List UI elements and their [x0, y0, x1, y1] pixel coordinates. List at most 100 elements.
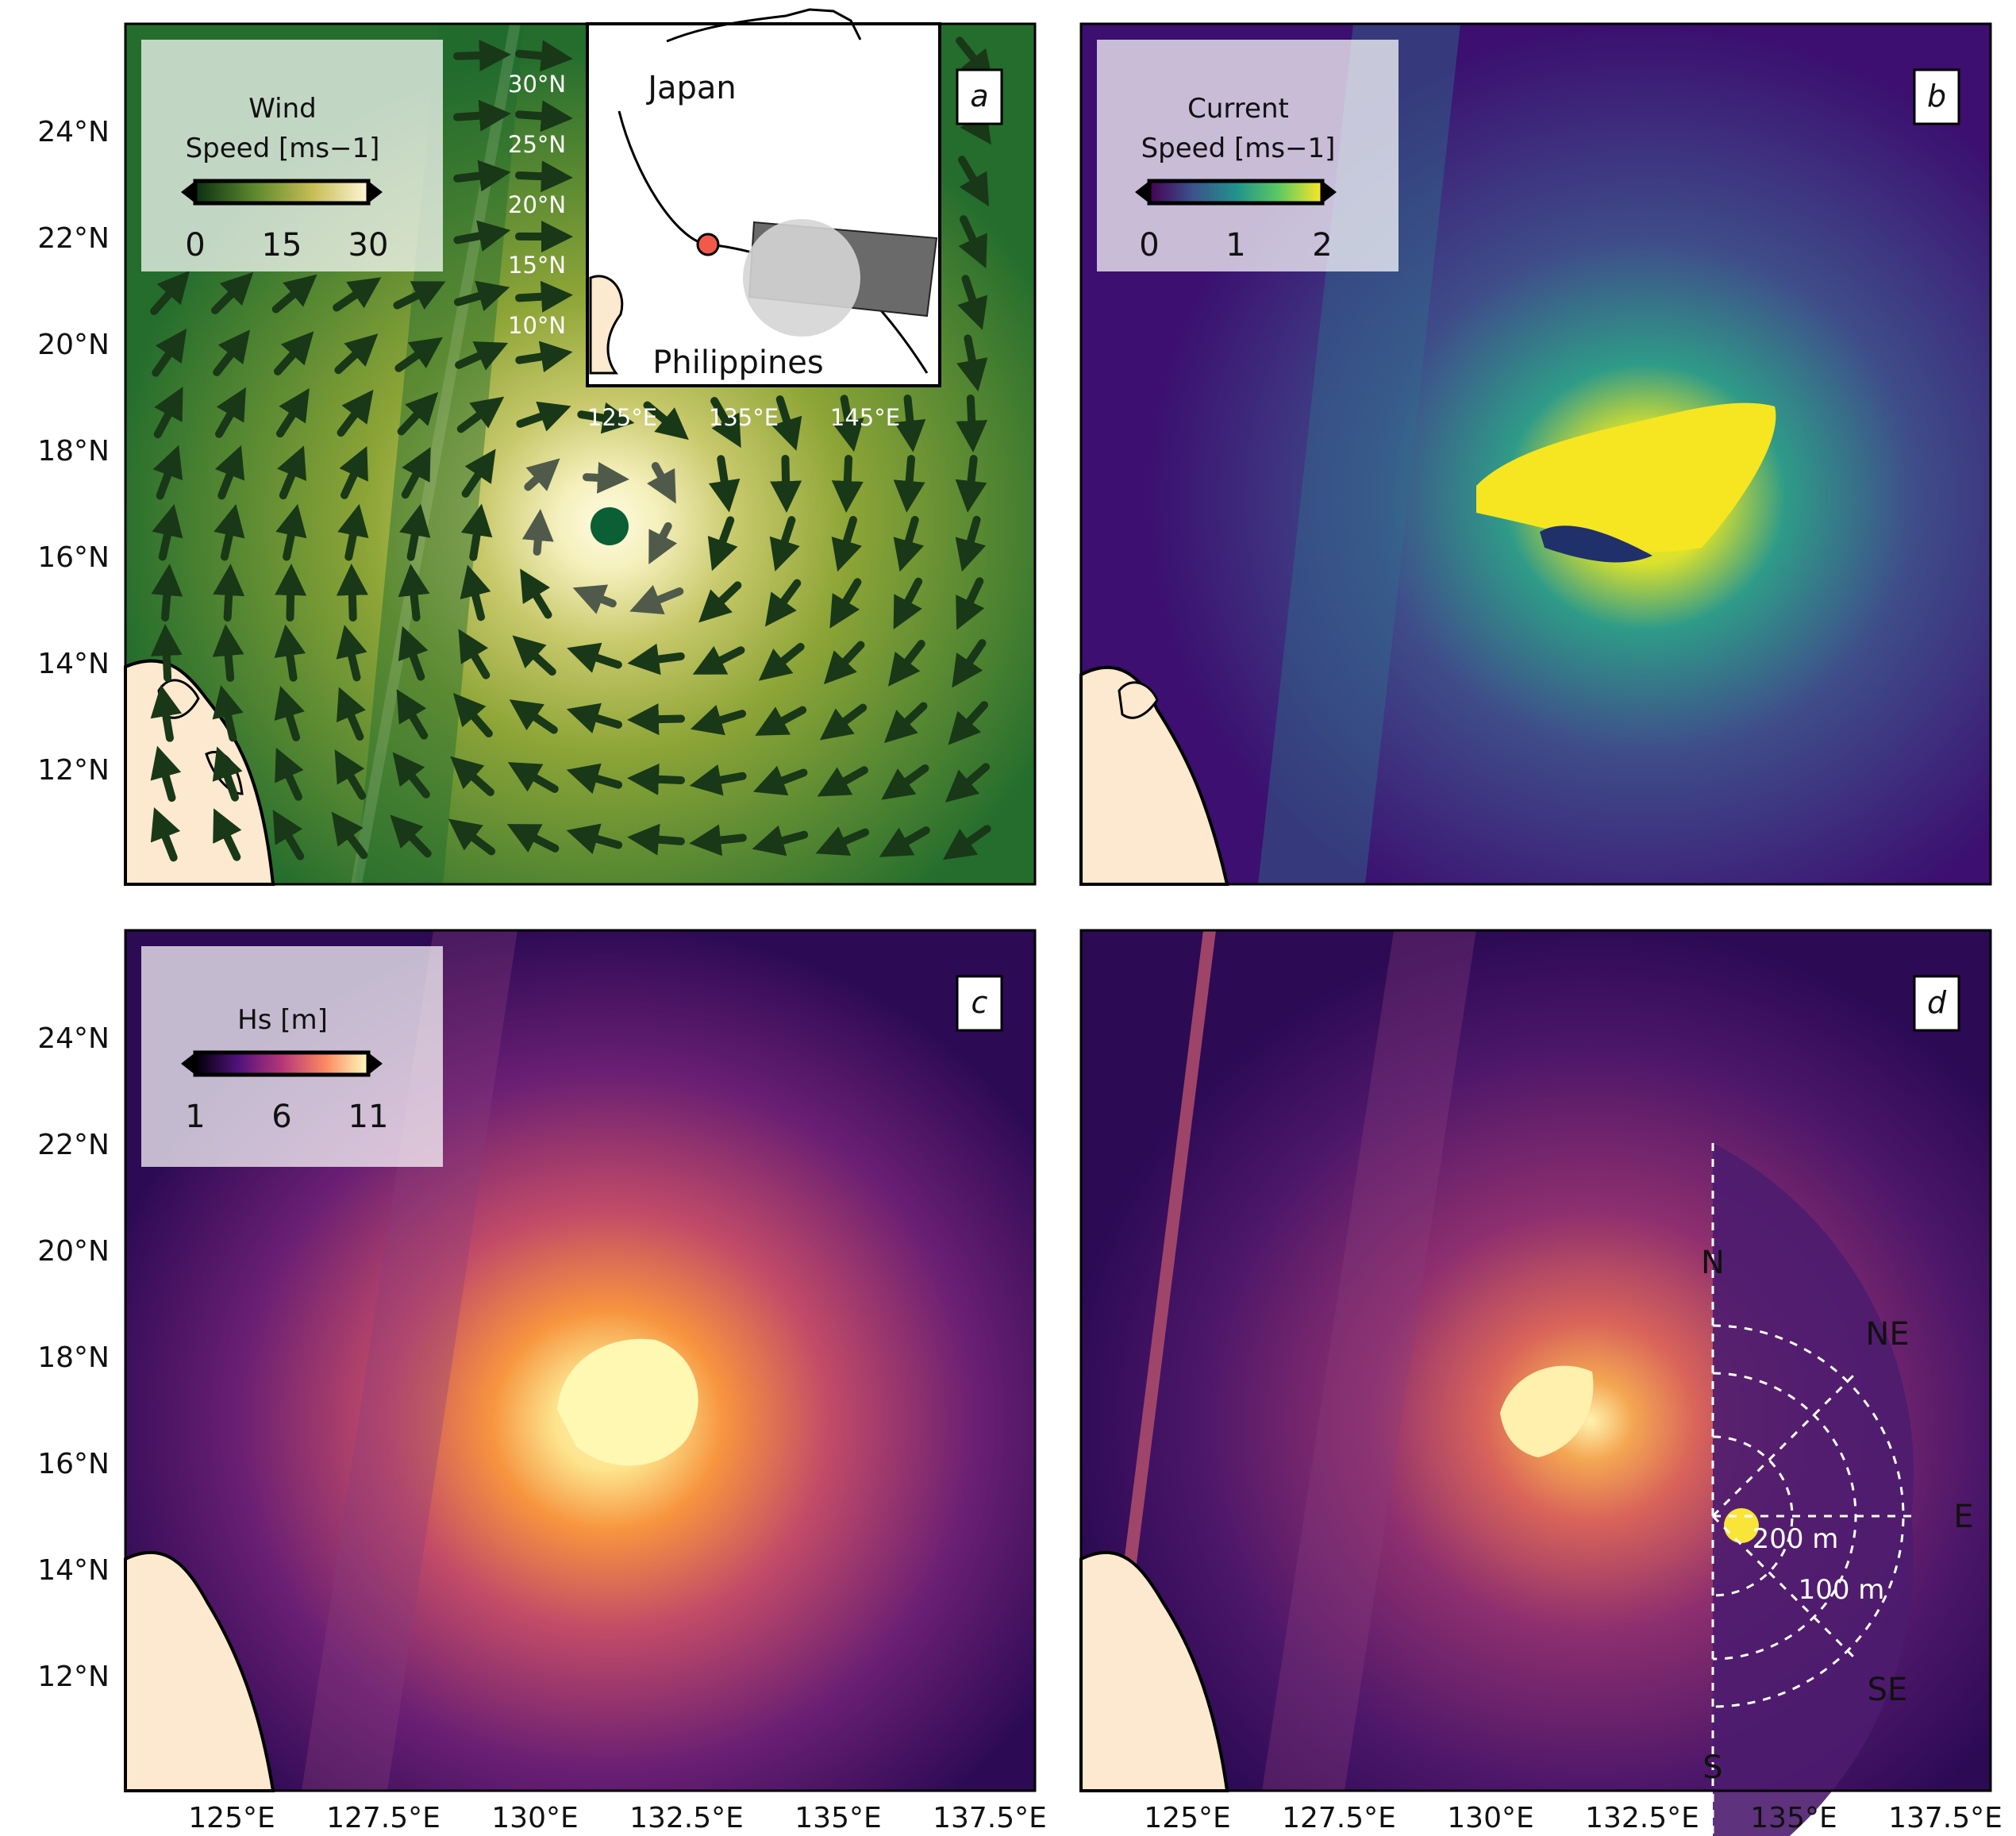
bottom-row-lat-labels: 24°N 22°N 20°N 18°N 16°N 14°N 12°N: [37, 1022, 110, 1693]
legend-title-line-2: Speed [ms−1]: [186, 133, 380, 164]
wind-arrow: [952, 639, 987, 688]
wind-arrow: [515, 100, 573, 133]
inset-philippines: [589, 275, 624, 375]
wind-arrow: [275, 503, 307, 561]
wind-arrow: [627, 643, 685, 676]
wind-arrow: [957, 156, 990, 207]
wind-arrow: [277, 445, 306, 500]
panel-letter-box: [1913, 975, 1960, 1032]
wind-arrow: [453, 160, 511, 192]
wind-arrow: [707, 516, 738, 572]
wind-arrow: [212, 685, 244, 742]
wind-arrow: [769, 516, 800, 572]
wind-arrow: [214, 445, 245, 500]
wind-arrow: [274, 624, 306, 682]
wind-arrow: [150, 271, 190, 315]
wind-arrow: [337, 389, 374, 437]
wind-arrow: [627, 763, 685, 795]
lat-label-12n: 12°N: [37, 1661, 110, 1693]
panel-a: Wind Speed [ms−1] 0 15 30 30°N 25°N 20°N…: [124, 8, 1037, 886]
wind-arrow: [453, 220, 511, 252]
hs-colorbar: [193, 1050, 371, 1077]
philippines-land: [1079, 665, 1229, 886]
lat-label-18n: 18°N: [37, 435, 110, 468]
wind-arrow: [452, 692, 493, 738]
wind-arrow: [831, 516, 862, 572]
wind-arrow: [214, 504, 245, 561]
wind-arrow: [213, 808, 242, 861]
wind-arrow: [956, 334, 988, 392]
lon-label-130e: 130°E: [1447, 1802, 1533, 1834]
wind-arrow: [831, 455, 864, 513]
lon-labels-c: 125°E 127.5°E 130°E 132.5°E 135°E 137.5°…: [188, 1802, 1047, 1834]
wind-arrow: [393, 281, 446, 310]
legend-tick-2: 30: [348, 227, 389, 264]
wind-arrow: [945, 763, 991, 803]
wind-arrow: [461, 448, 496, 498]
inset-lat-label-3: 20°N: [508, 191, 566, 218]
lon-label-130e: 130°E: [491, 1802, 578, 1834]
panel-d: N NE E SE S 200 m 100 m d: [1079, 929, 1992, 1836]
wind-arrow: [887, 640, 925, 687]
wind-arrow: [275, 388, 310, 438]
lon-label-125e: 125°E: [188, 1802, 275, 1834]
lon-label-137-5e: 137.5°E: [1888, 1802, 2003, 1834]
lon-label-127-5e: 127.5°E: [326, 1802, 441, 1834]
lat-label-22n: 22°N: [37, 222, 110, 255]
polar-label-ne: NE: [1865, 1316, 1909, 1353]
colorbar-left-extender: [1135, 181, 1149, 203]
wind-arrow: [764, 579, 802, 627]
wind-arrow: [396, 689, 429, 740]
wind-arrow: [708, 455, 741, 513]
wind-arrow: [817, 766, 868, 797]
wind-arrow: [150, 684, 183, 742]
wind-arrow: [647, 462, 676, 504]
wind-arrow: [710, 397, 741, 448]
legend-tick-0: 1: [185, 1099, 205, 1135]
wind-arrow: [524, 458, 560, 491]
wind-arrow: [333, 277, 382, 312]
wind-arrow: [627, 703, 685, 736]
wind-arrow: [448, 818, 496, 856]
wind-arrow: [942, 825, 991, 860]
legend-tick-2: 2: [1312, 227, 1332, 264]
legend-panel: [141, 40, 443, 271]
polar-label-n: N: [1701, 1245, 1725, 1281]
lat-label-20n: 20°N: [37, 1235, 110, 1268]
wind-arrow: [819, 703, 868, 741]
polar-range-100m: 100 m: [1799, 1574, 1885, 1606]
colorbar-right-extender: [368, 181, 383, 203]
inset-lon-label-1: 125°E: [587, 404, 657, 431]
satellite-swath: [302, 930, 517, 1791]
lat-label-22n: 22°N: [37, 1129, 110, 1161]
wind-arrow: [392, 752, 430, 799]
legend-title-line-1: Hs [m]: [237, 1004, 328, 1036]
inset-place-japan: Japan: [645, 70, 737, 106]
wind-arrow: [515, 160, 573, 193]
wind-arrow: [515, 341, 573, 373]
lon-label-137-5e: 137.5°E: [933, 1802, 1047, 1834]
lat-label-14n: 14°N: [37, 648, 110, 680]
wind-arrow: [215, 387, 246, 438]
lat-label-14n: 14°N: [37, 1554, 110, 1587]
lat-label-20n: 20°N: [37, 329, 110, 361]
wind-arrow: [272, 810, 305, 860]
wind-arrow: [643, 401, 689, 441]
wind-arrow: [212, 624, 244, 682]
wind-arrow: [833, 395, 864, 452]
panel-frame: [124, 22, 1037, 886]
wind-arrow: [450, 756, 494, 796]
wind-arrow: [150, 624, 183, 682]
panel-letter-box: [1913, 68, 1960, 125]
wind-arrow: [648, 522, 678, 565]
lon-labels-d: 125°E 127.5°E 130°E 132.5°E 135°E 137.5°…: [1144, 1802, 2003, 1834]
panel-letter: c: [971, 985, 988, 1020]
wind-arrow: [271, 274, 317, 314]
panel-frame: [1079, 929, 1992, 1792]
current-colorbar: [1147, 179, 1325, 206]
wind-arrow: [515, 280, 573, 313]
wind-arrow: [337, 503, 369, 561]
wind-arrow: [213, 329, 251, 376]
colorbar-right-extender: [368, 1053, 383, 1075]
